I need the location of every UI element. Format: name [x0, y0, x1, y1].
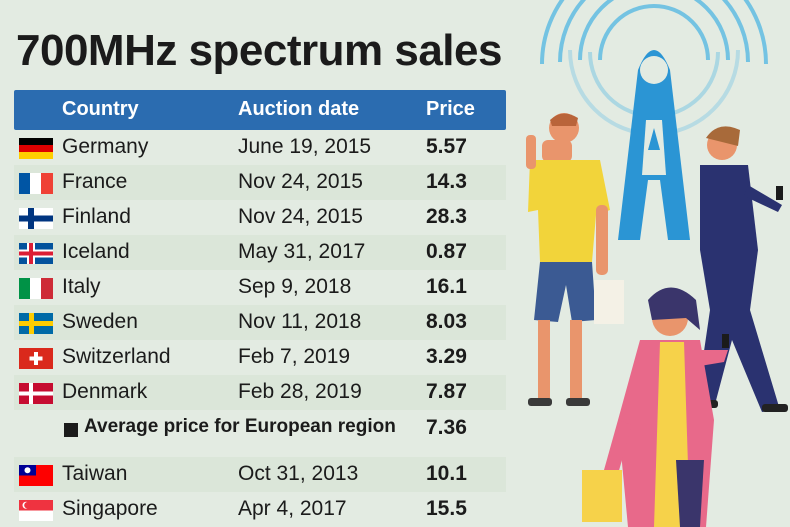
column-header-country: Country — [62, 98, 139, 120]
auction-date: Nov 24, 2015 — [238, 205, 363, 228]
singapore-flag-icon — [19, 500, 53, 521]
average-marker-icon — [64, 423, 78, 437]
auction-date: Apr 4, 2017 — [238, 497, 347, 520]
price-value: 10.1 — [426, 462, 467, 485]
country-name: Iceland — [62, 240, 130, 263]
price-value: 5.57 — [426, 135, 467, 158]
price-value: 3.29 — [426, 345, 467, 368]
auction-date: Oct 31, 2013 — [238, 462, 359, 485]
average-label: Average price for European region — [84, 416, 396, 437]
country-name: Taiwan — [62, 462, 128, 485]
table-row: Germany June 19, 2015 5.57 — [14, 130, 506, 165]
price-value: 15.5 — [426, 497, 467, 520]
table-row: Sweden Nov 11, 2018 8.03 — [14, 305, 506, 340]
table-row: Italy Sep 9, 2018 16.1 — [14, 270, 506, 305]
table-row: Denmark Feb 28, 2019 7.87 — [14, 375, 506, 410]
france-flag-icon — [19, 173, 53, 194]
italy-flag-icon — [19, 278, 53, 299]
germany-flag-icon — [19, 138, 53, 159]
auction-date: Feb 7, 2019 — [238, 345, 351, 368]
average-price-value: 7.36 — [426, 416, 467, 439]
chart-title: 700MHz spectrum sales — [16, 26, 502, 75]
iceland-flag-icon — [19, 243, 53, 264]
country-name: Denmark — [62, 380, 148, 403]
country-name: Germany — [62, 135, 149, 158]
auction-date: Sep 9, 2018 — [238, 275, 352, 298]
price-value: 7.87 — [426, 380, 467, 403]
auction-date: Feb 28, 2019 — [238, 380, 362, 403]
country-name: Finland — [62, 205, 131, 228]
taiwan-flag-icon — [19, 465, 53, 486]
switzerland-flag-icon — [19, 348, 53, 369]
price-value: 14.3 — [426, 170, 467, 193]
country-name: Sweden — [62, 310, 138, 333]
table-row: Finland Nov 24, 2015 28.3 — [14, 200, 506, 235]
auction-date: Nov 11, 2018 — [238, 310, 362, 333]
table-row: Switzerland Feb 7, 2019 3.29 — [14, 340, 506, 375]
illustration-people-tower — [526, 0, 788, 527]
country-name: Switzerland — [62, 345, 171, 368]
auction-date: May 31, 2017 — [238, 240, 366, 263]
table-header: Country Auction date Price — [14, 90, 506, 130]
average-row: Average price for European region 7.36 — [14, 411, 506, 446]
country-name: Singapore — [62, 497, 158, 520]
auction-date: Nov 24, 2015 — [238, 170, 363, 193]
table-row: Singapore Apr 4, 2017 15.5 — [14, 492, 506, 527]
auction-date: June 19, 2015 — [238, 135, 372, 158]
finland-flag-icon — [19, 208, 53, 229]
table-row: Taiwan Oct 31, 2013 10.1 — [14, 457, 506, 492]
price-value: 8.03 — [426, 310, 467, 333]
country-name: Italy — [62, 275, 101, 298]
price-value: 0.87 — [426, 240, 467, 263]
column-header-price: Price — [426, 98, 475, 120]
country-name: France — [62, 170, 128, 193]
sweden-flag-icon — [19, 313, 53, 334]
table-row: Iceland May 31, 2017 0.87 — [14, 235, 506, 270]
column-header-auction-date: Auction date — [238, 98, 360, 120]
denmark-flag-icon — [19, 383, 53, 404]
price-value: 28.3 — [426, 205, 467, 228]
table-row: France Nov 24, 2015 14.3 — [14, 165, 506, 200]
price-value: 16.1 — [426, 275, 467, 298]
